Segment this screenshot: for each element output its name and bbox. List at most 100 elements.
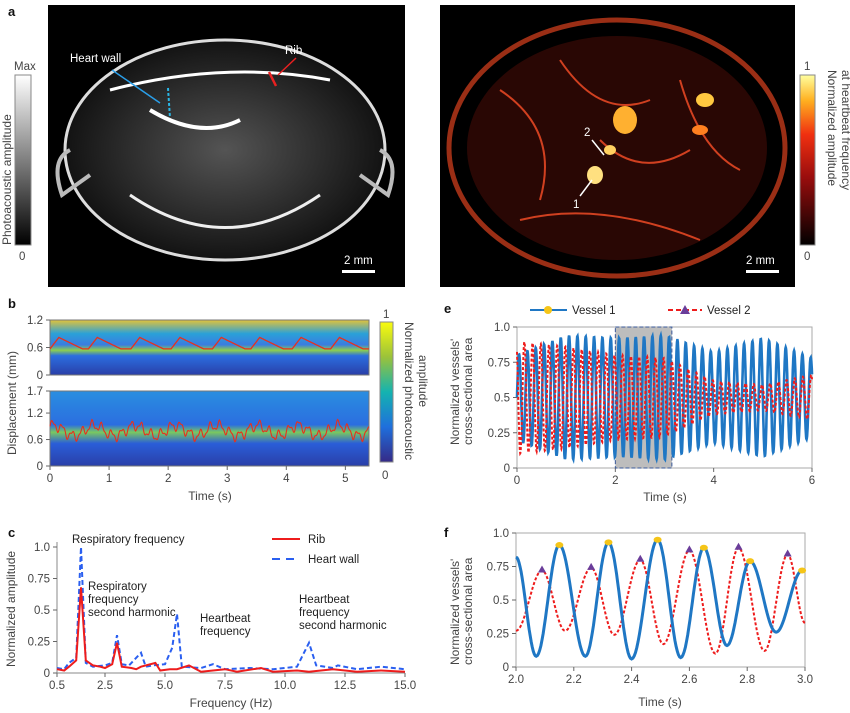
heart-wall-label: Heart wall xyxy=(70,53,121,65)
x-axis-label: Time (s) xyxy=(643,490,687,504)
x-tick-label: 12.5 xyxy=(334,680,356,692)
scale-bar-label: 2 mm xyxy=(746,255,775,267)
colorbar-max: Max xyxy=(14,61,36,73)
colorbar-label-line2: amplitude xyxy=(416,355,430,407)
vessel-1-label: 1 xyxy=(573,199,579,211)
legend-label-rib: Rib xyxy=(308,534,325,546)
peak-marker-vessel-2 xyxy=(685,545,694,553)
heatmap-bottom xyxy=(50,391,369,466)
annotation-respiratory: Respiratory frequency xyxy=(72,534,185,546)
x-tick-label: 6 xyxy=(809,475,815,487)
x-tick-label: 5 xyxy=(342,473,348,485)
colorbar-min: 0 xyxy=(382,470,388,482)
peak-marker-vessel-1 xyxy=(798,567,807,574)
colorbar-label: Photoacoustic amplitude xyxy=(0,114,14,245)
peak-marker-vessel-1 xyxy=(604,539,613,546)
y-tick-label: 0.75 xyxy=(28,574,50,586)
y-tick-label: 0.6 xyxy=(27,435,43,447)
annotation-respiratory-harmonic: second harmonic xyxy=(88,607,176,619)
peak-marker-vessel-2 xyxy=(587,562,596,570)
legend-label-heart-wall: Heart wall xyxy=(308,554,359,566)
panel-label: e xyxy=(444,301,451,316)
colorbar-max: 1 xyxy=(804,61,810,73)
panel-label: a xyxy=(8,4,16,19)
x-axis-label: Frequency (Hz) xyxy=(190,696,273,710)
y-axis-label: cross-sectional area xyxy=(461,557,475,665)
peak-marker-vessel-2 xyxy=(783,549,792,557)
x-tick-label: 7.5 xyxy=(217,680,233,692)
y-tick-label: 1.0 xyxy=(34,542,50,554)
y-tick-label: 0.5 xyxy=(494,393,510,405)
x-tick-label: 2.4 xyxy=(624,674,641,686)
x-axis-label: Time (s) xyxy=(638,695,682,709)
y-tick-label: 0 xyxy=(504,463,510,475)
y-axis-label: cross-sectional area xyxy=(461,337,475,445)
colorbar xyxy=(14,74,32,246)
series-vessel-1 xyxy=(515,330,814,464)
x-tick-label: 1 xyxy=(106,473,112,485)
rib-marker xyxy=(267,71,278,87)
x-axis-label: Time (s) xyxy=(188,489,232,503)
plot-frame xyxy=(49,390,370,467)
y-tick-label: 0.75 xyxy=(488,357,510,369)
rib-arrow xyxy=(277,57,297,76)
displacement-trace-rib xyxy=(49,336,369,350)
panel-label: f xyxy=(444,525,449,540)
peak-marker-vessel-1 xyxy=(699,544,708,551)
y-tick-label: 0.75 xyxy=(487,562,509,574)
x-tick-label: 10.0 xyxy=(274,680,296,692)
x-tick-label: 2.0 xyxy=(508,674,524,686)
y-tick-label: 0.5 xyxy=(34,605,50,617)
scale-bar xyxy=(342,270,375,273)
colorbar-max: 1 xyxy=(383,309,389,321)
legend-marker-vessel-2 xyxy=(680,305,690,314)
x-tick-label: 2 xyxy=(165,473,171,485)
x-tick-label: 2.5 xyxy=(97,680,113,692)
colorbar-label-line2: at heartbeat frequency xyxy=(839,70,850,190)
x-tick-label: 2.2 xyxy=(566,674,582,686)
vessel-2-label: 2 xyxy=(584,127,590,139)
y-axis-label: Displacement (mm) xyxy=(5,351,19,455)
y-tick-label: 0.6 xyxy=(27,343,43,355)
x-tick-label: 0.5 xyxy=(49,680,65,692)
colorbar xyxy=(799,74,816,246)
vessel-2-arrow xyxy=(591,139,605,156)
peak-marker-vessel-2 xyxy=(538,565,547,573)
panel-d: d 2 1 2 mm 1 0 Normalized amplitude at h… xyxy=(440,4,850,287)
colorbar-label-line1: Normalized photoacoustic xyxy=(402,322,416,460)
heatmap-top xyxy=(50,320,369,375)
x-tick-label: 0 xyxy=(514,475,520,487)
y-tick-label: 0.25 xyxy=(487,629,509,641)
colorbar-min: 0 xyxy=(804,251,810,263)
peak-marker-vessel-1 xyxy=(555,542,564,549)
displacement-trace-heart-wall xyxy=(49,418,370,443)
peak-marker-vessel-2 xyxy=(636,554,645,562)
y-axis-label: Normalized vessels' xyxy=(448,559,462,665)
peak-marker-vessel-2 xyxy=(734,542,743,550)
colorbar-min: 0 xyxy=(19,251,25,263)
annotation-heartbeat-harmonic: second harmonic xyxy=(299,620,387,632)
annotation-heartbeat-harmonic: Heartbeat xyxy=(299,594,350,606)
x-tick-label: 5.0 xyxy=(157,680,173,692)
x-tick-label: 0 xyxy=(47,473,53,485)
panel-label: c xyxy=(8,525,15,540)
scale-bar xyxy=(746,270,779,273)
y-tick-label: 1.2 xyxy=(27,408,43,420)
rib-label: Rib xyxy=(285,45,302,57)
series-vessel-2 xyxy=(515,546,806,655)
peak-marker-vessel-1 xyxy=(746,558,755,565)
colorbar-label-line1: Normalized amplitude xyxy=(825,70,839,186)
y-axis-label: Normalized vessels' xyxy=(448,339,462,445)
annotation-heartbeat: Heartbeat xyxy=(200,613,251,625)
panel-a: a Max 0 Photoacoustic amplitude Heart wa… xyxy=(0,4,405,287)
panel-e: e 0 2 4 6 0 0.25 0.5 0.75 1.0 Time (s) Normalized … xyxy=(444,301,815,504)
series-heart-wall xyxy=(56,546,406,671)
y-tick-label: 1.0 xyxy=(493,528,509,540)
heart-wall-marker xyxy=(167,87,171,119)
panel-b: b 1 0 Normalized photoacoustic amplitude… xyxy=(5,296,430,503)
x-tick-label: 2.8 xyxy=(739,674,755,686)
heart-wall-arrow xyxy=(111,69,161,104)
y-tick-label: 0 xyxy=(37,461,43,473)
y-tick-label: 0 xyxy=(37,370,43,382)
